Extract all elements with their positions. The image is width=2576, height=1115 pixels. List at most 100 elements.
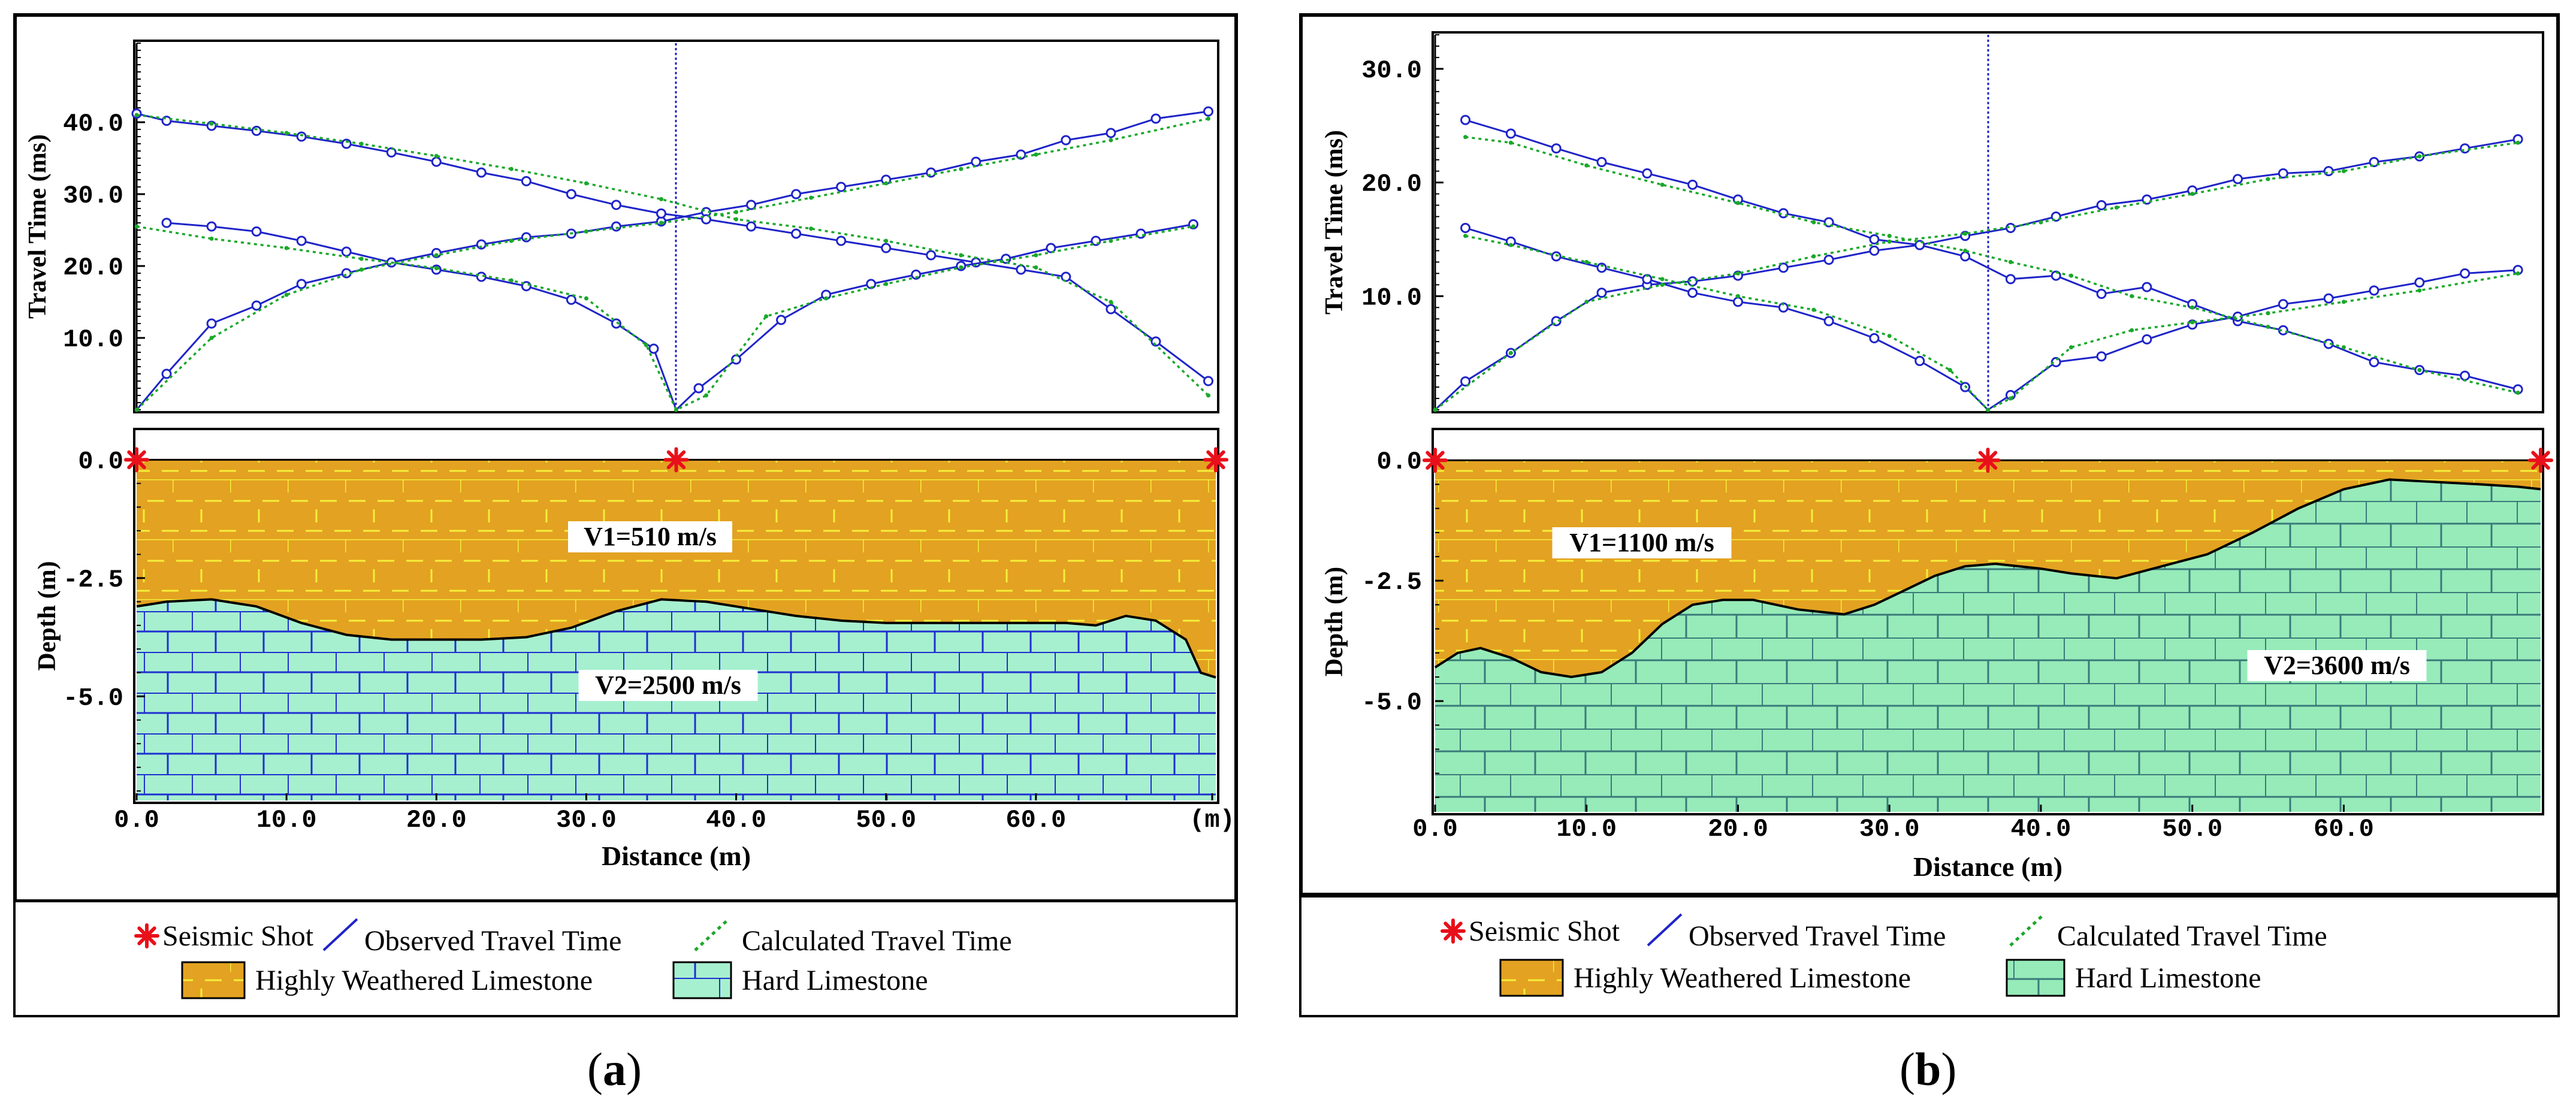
panel-b-calculated-series-line (1434, 141, 2518, 411)
panel-a-calculated-point (884, 282, 889, 286)
panel-a-calculated-point (1109, 238, 1113, 243)
panel-b-legend-calculated-icon (2009, 913, 2045, 947)
panel-b-calculated-point (2130, 294, 2134, 298)
panel-b-calculated-point (2266, 325, 2270, 330)
panel-a-calculated-point (134, 224, 139, 229)
panel-a-v2-label-bg (578, 670, 758, 701)
panel-a-distance-tick-label: 10.0 (256, 806, 317, 835)
panel-b-observed-point (1551, 143, 1562, 154)
panel-a-depth-axis-label: Depth (m) (34, 561, 61, 670)
panel-a-observed-point (476, 167, 487, 178)
panel-b-observed-point (2369, 285, 2379, 296)
panel-b-legend-hard-label: Hard Limestone (2075, 962, 2261, 994)
panel-a-observed-point (611, 318, 621, 329)
panel-a-observed-point (161, 368, 172, 379)
panel-a-distance-tick-label: 40.0 (706, 806, 766, 835)
panel-a-calculated-point (659, 197, 663, 201)
panel-a-calculated-point (434, 253, 439, 258)
panel-a-observed-point (701, 214, 712, 225)
panel-a-calculated-point (734, 217, 739, 222)
panel-a-calculated-point (734, 210, 739, 214)
panel-a-distance-tick-label: (m) (1189, 806, 1235, 835)
panel-b-depth-axis-label: Depth (m) (1321, 567, 1348, 676)
panel-b-calculated-point (2515, 391, 2520, 395)
panel-b-observed-point (1596, 288, 1607, 298)
panel-a-observed-point (386, 147, 397, 158)
panel-a-observed-point (251, 300, 262, 311)
panel-b-observed-point (2414, 277, 2425, 288)
panel-a-plots: 10.0 20.0 30.0 40.0 Travel Time (ms) 0.0 -2.5 -… (24, 40, 1235, 871)
panel-a-observed-point (206, 221, 217, 232)
panel-a-observed-point (1106, 304, 1116, 315)
panel-a-calculated-point (959, 265, 964, 270)
panel-b-calculated-point (1660, 282, 1665, 287)
panel-a-distance-tick-label: 0.0 (114, 806, 159, 835)
panel-b-observed-point (1505, 128, 1516, 139)
panel-b-calculated-point (2069, 345, 2074, 350)
panel-b-v2-label-group: V2=3600 m/s (2247, 650, 2427, 681)
panel-b-weathered-limestone-layer (1435, 460, 2541, 677)
panel-b-calculated-point (1508, 140, 1513, 145)
panel-b-observed-point (1960, 251, 1971, 262)
panel-b-calculated-point (2190, 192, 2195, 197)
panel-a-calculated-point (824, 296, 829, 301)
panel-a-observed-point (611, 200, 621, 210)
panel-b-calculated-point (1811, 307, 1816, 312)
panel-a-observed-point (881, 243, 892, 253)
shot-star-center (1449, 927, 1457, 935)
panel-a-seismic-shot-marker (1203, 447, 1228, 473)
panel-a-observed-point (1001, 253, 1011, 264)
panel-b-travel-time-axis-label: Travel Time (ms) (1321, 130, 1348, 315)
panel-b-calculated-point (2266, 177, 2270, 182)
panel-b-v2-label: V2=3600 m/s (2264, 651, 2410, 680)
panel-a-calculated-point (509, 238, 514, 243)
panel-b-seismic-shot-marker (1975, 448, 2001, 473)
panel-a-calculated-point (434, 153, 439, 158)
panel-b-calculated-point (2341, 300, 2346, 304)
panel-b-calculated-point (1963, 231, 1968, 236)
panel-a-observed-point (1016, 264, 1026, 275)
panel-b-calculated-point (2515, 140, 2520, 145)
panel-b-legend-observed-label: Observed Travel Time (1689, 920, 1946, 952)
panel-a-depth-tick-label: -2.5 (63, 566, 123, 594)
panel-b-depth-tick-label: -2.5 (1361, 568, 1422, 597)
panel-a-observed-point (251, 226, 262, 237)
panel-a-observed-point (566, 294, 576, 305)
panel-b-distance-tick-label: 40.0 (2011, 815, 2071, 844)
panel-a-observed-point (251, 125, 262, 136)
panel-b-calculated-point (1947, 368, 1952, 373)
panel-a-calculated-point (884, 181, 889, 186)
panel-a-travel-time-tick-label: 20.0 (63, 253, 123, 282)
panel-a-observed-point (791, 228, 802, 239)
panel-b-calculated-point (1508, 350, 1513, 355)
panel-a-calculated-point (809, 226, 814, 231)
panel-b-observed-point (1596, 262, 1607, 273)
panel-a-observed-point (926, 250, 937, 261)
panel-b-observed-point (1687, 179, 1698, 190)
panel-b-calculated-point (2190, 320, 2195, 325)
panel-a-legend-hard-swatch (672, 961, 732, 999)
panel-a-calculated-point (1034, 265, 1038, 270)
panel-b-calculated-point (2417, 368, 2422, 373)
panel-b-legend-frame (1299, 895, 2560, 1017)
panel-a-observed-point (746, 221, 757, 232)
panel-a-calculated-point (674, 407, 678, 412)
shot-star-center (672, 456, 680, 464)
panel-a-calculated-point (359, 141, 364, 146)
panel-b-calculated-point (2266, 311, 2270, 316)
panel-b-calculated-series-line (1465, 135, 2518, 394)
panel-a-calculated-point (659, 220, 663, 225)
panel-b-observed-point (1914, 355, 1925, 366)
panel-a-calculated-point (809, 195, 814, 200)
panel-a-travel-time-axis-label: Travel Time (ms) (24, 134, 52, 319)
panel-b-observed-point (2278, 168, 2288, 179)
panel-b-calculated-point (1963, 248, 1968, 253)
panel-b-observed-point (1596, 156, 1607, 167)
panel-a-calculated-point (764, 314, 769, 319)
panel-a-distance-tick-label: 50.0 (856, 806, 916, 835)
panel-b-calculated-point (1887, 234, 1892, 238)
panel-a-calculated-point (1191, 224, 1195, 229)
panel-b-legend-observed-icon (1647, 913, 1683, 947)
